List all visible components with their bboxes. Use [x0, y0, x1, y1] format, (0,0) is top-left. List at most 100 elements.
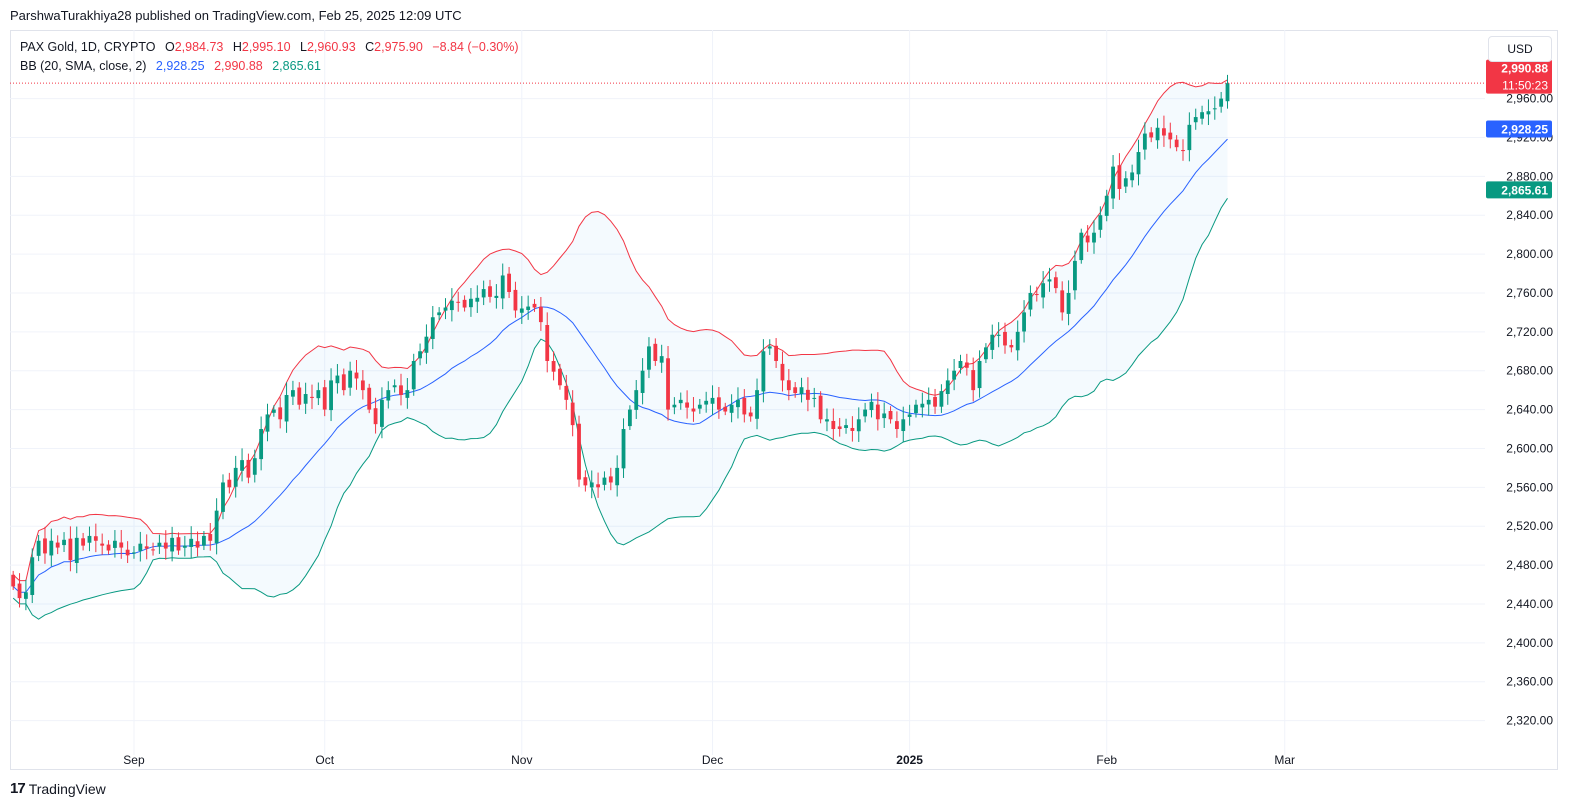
- candle-body: [475, 297, 480, 302]
- candle: [640, 358, 645, 405]
- candle-body: [952, 370, 957, 380]
- candle-body: [240, 460, 244, 471]
- candle-body: [1187, 124, 1192, 151]
- candle-body: [990, 334, 995, 350]
- y-tick-label: 2,600.00: [1506, 441, 1553, 455]
- bb-label[interactable]: BB (20, SMA, close, 2): [20, 59, 147, 73]
- candle-body: [831, 420, 836, 430]
- candle-body: [106, 544, 111, 551]
- candle-body: [1149, 132, 1154, 138]
- candle: [805, 377, 810, 412]
- candle-body: [691, 408, 696, 412]
- candle-body: [545, 324, 550, 361]
- candle: [30, 548, 35, 604]
- candle-body: [570, 402, 575, 426]
- candle: [291, 380, 295, 406]
- candle-body: [589, 482, 594, 488]
- candle: [697, 398, 702, 414]
- candle: [1168, 122, 1173, 149]
- candle-body: [882, 413, 887, 419]
- tradingview-brand: TradingView: [28, 780, 106, 797]
- candle: [151, 542, 155, 556]
- candle: [710, 385, 715, 416]
- y-tick-label: 2,760.00: [1506, 286, 1553, 300]
- candle: [119, 529, 124, 559]
- candle: [138, 531, 143, 562]
- candle-body: [87, 535, 92, 543]
- candle-body: [1200, 112, 1204, 119]
- candle: [335, 364, 340, 394]
- candle: [837, 417, 842, 437]
- candle: [462, 295, 467, 312]
- candle: [799, 377, 804, 403]
- candle: [43, 526, 47, 564]
- candle: [875, 392, 880, 431]
- candle-body: [678, 399, 683, 404]
- candle: [1079, 228, 1084, 264]
- candle-body: [996, 334, 1001, 336]
- candle-body: [221, 482, 225, 512]
- candle-body: [68, 538, 73, 561]
- y-tick-label: 2,640.00: [1506, 403, 1553, 417]
- candle: [659, 344, 664, 373]
- candle: [81, 532, 86, 551]
- candle-body: [977, 360, 982, 389]
- candle: [1104, 189, 1109, 222]
- bb-lower-line: [12, 198, 1228, 620]
- candle: [1015, 320, 1020, 361]
- currency-button[interactable]: USD: [1488, 36, 1552, 62]
- ohlc-legend: PAX Gold, 1D, CRYPTO O2,984.73 H2,995.10…: [20, 40, 519, 54]
- candle: [424, 324, 429, 364]
- candle: [202, 531, 206, 551]
- candle: [23, 579, 28, 611]
- candle: [545, 312, 550, 373]
- candle-body: [875, 404, 880, 420]
- candle: [1200, 105, 1204, 125]
- candle-body: [805, 389, 810, 400]
- candle: [418, 343, 422, 366]
- candle-body: [386, 390, 391, 401]
- candle-body: [1047, 279, 1052, 282]
- price-chart[interactable]: 2,320.00 2,360.00 2,400.00 2,440.00 2,480.00…: [10, 30, 1558, 770]
- candle: [538, 296, 543, 331]
- candle: [36, 534, 41, 562]
- candle: [392, 379, 397, 393]
- y-tick-label: 2,480.00: [1506, 558, 1553, 572]
- candle: [310, 384, 314, 409]
- candle-body: [481, 289, 486, 298]
- candle: [1117, 153, 1122, 200]
- candle-body: [869, 401, 874, 411]
- bb-basis-line: [12, 138, 1228, 593]
- candle-body: [895, 421, 899, 430]
- candle: [653, 338, 658, 366]
- candle-body: [233, 467, 238, 487]
- candle: [373, 397, 378, 434]
- axes: 2,320.00 2,360.00 2,400.00 2,440.00 2,480.00…: [123, 92, 1553, 767]
- candle-body: [812, 397, 817, 399]
- candle-body: [1123, 178, 1128, 187]
- candle: [1181, 139, 1185, 161]
- candle-body: [310, 396, 314, 398]
- candle: [634, 380, 639, 419]
- candle-body: [93, 536, 98, 541]
- candle: [17, 573, 22, 608]
- candle: [1085, 225, 1090, 252]
- candle: [519, 296, 524, 324]
- candle: [329, 368, 333, 422]
- candle-body: [214, 510, 219, 544]
- candle-body: [729, 404, 734, 413]
- candle: [996, 322, 1001, 348]
- candle-body: [424, 336, 429, 353]
- candle: [990, 324, 995, 360]
- symbol-label[interactable]: PAX Gold, 1D, CRYPTO: [20, 40, 156, 54]
- candle: [405, 378, 410, 409]
- candle: [1073, 250, 1077, 300]
- candle: [411, 353, 416, 396]
- candle: [380, 387, 384, 439]
- close-label: C: [365, 40, 375, 54]
- candle-body: [176, 537, 181, 551]
- price-badge-bg: [1486, 59, 1552, 94]
- candle: [926, 387, 931, 416]
- candle-body: [926, 399, 931, 405]
- y-tick-label: 2,520.00: [1506, 519, 1553, 533]
